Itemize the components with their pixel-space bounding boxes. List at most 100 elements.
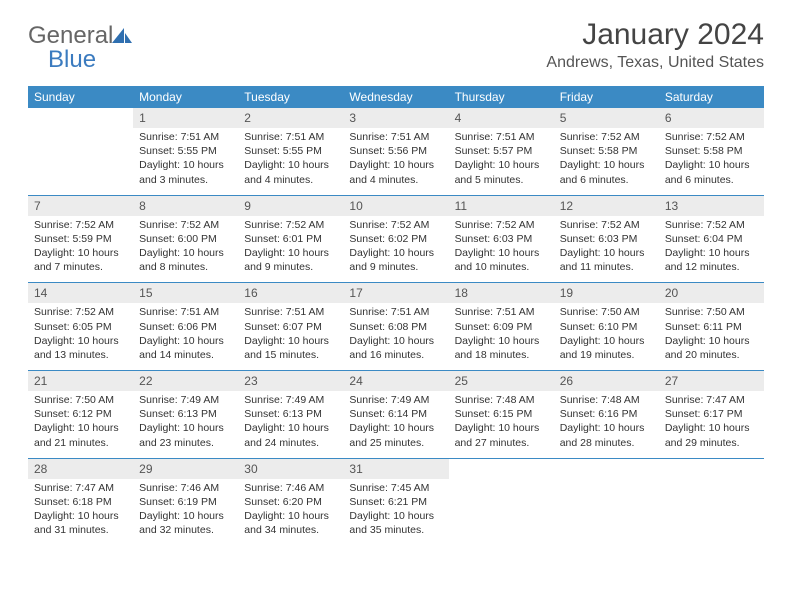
day-line: Sunset: 6:09 PM [455, 320, 548, 334]
day-line: and 35 minutes. [349, 523, 442, 537]
day-number: 8 [133, 196, 238, 216]
day-line: Sunrise: 7:51 AM [455, 130, 548, 144]
day-line: Daylight: 10 hours [560, 334, 653, 348]
day-number: 10 [343, 196, 448, 216]
day-line: Sunrise: 7:52 AM [560, 130, 653, 144]
day-number: 17 [343, 283, 448, 303]
day-details: Sunrise: 7:49 AMSunset: 6:13 PMDaylight:… [238, 391, 343, 458]
day-cell: 25Sunrise: 7:48 AMSunset: 6:15 PMDayligh… [449, 371, 554, 458]
day-line: Sunset: 6:14 PM [349, 407, 442, 421]
day-line: and 6 minutes. [665, 173, 758, 187]
weekday-header: Saturday [659, 86, 764, 108]
day-number: 19 [554, 283, 659, 303]
day-line: and 20 minutes. [665, 348, 758, 362]
day-cell: 23Sunrise: 7:49 AMSunset: 6:13 PMDayligh… [238, 371, 343, 458]
day-line: and 18 minutes. [455, 348, 548, 362]
day-number: 21 [28, 371, 133, 391]
day-line: Sunset: 6:20 PM [244, 495, 337, 509]
day-line: and 14 minutes. [139, 348, 232, 362]
day-line: Sunrise: 7:51 AM [139, 130, 232, 144]
day-cell: 6Sunrise: 7:52 AMSunset: 5:58 PMDaylight… [659, 108, 764, 195]
day-number: 6 [659, 108, 764, 128]
day-line: Sunset: 6:05 PM [34, 320, 127, 334]
day-line: and 24 minutes. [244, 436, 337, 450]
day-line: Daylight: 10 hours [139, 509, 232, 523]
weekday-header: Friday [554, 86, 659, 108]
day-details: Sunrise: 7:52 AMSunset: 5:58 PMDaylight:… [554, 128, 659, 195]
brand-text-1: General [28, 22, 113, 49]
day-line: Sunset: 6:11 PM [665, 320, 758, 334]
day-details: Sunrise: 7:47 AMSunset: 6:18 PMDaylight:… [28, 479, 133, 546]
day-line: Sunrise: 7:48 AM [560, 393, 653, 407]
day-line: Daylight: 10 hours [244, 334, 337, 348]
day-line: Sunset: 6:21 PM [349, 495, 442, 509]
day-line: Daylight: 10 hours [34, 246, 127, 260]
day-line: and 4 minutes. [244, 173, 337, 187]
day-details: Sunrise: 7:52 AMSunset: 5:58 PMDaylight:… [659, 128, 764, 195]
day-line: Sunset: 6:19 PM [139, 495, 232, 509]
day-line: Sunrise: 7:52 AM [560, 218, 653, 232]
day-line: and 16 minutes. [349, 348, 442, 362]
day-line: Daylight: 10 hours [244, 158, 337, 172]
day-line: Daylight: 10 hours [665, 334, 758, 348]
day-cell [28, 108, 133, 195]
day-line: Sunrise: 7:52 AM [139, 218, 232, 232]
day-details: Sunrise: 7:52 AMSunset: 6:00 PMDaylight:… [133, 216, 238, 283]
day-line: Daylight: 10 hours [455, 246, 548, 260]
day-line: Sunset: 6:15 PM [455, 407, 548, 421]
day-line: Daylight: 10 hours [34, 421, 127, 435]
day-details: Sunrise: 7:52 AMSunset: 6:01 PMDaylight:… [238, 216, 343, 283]
day-line: Daylight: 10 hours [560, 421, 653, 435]
day-cell [449, 459, 554, 546]
day-cell: 8Sunrise: 7:52 AMSunset: 6:00 PMDaylight… [133, 196, 238, 283]
day-cell: 29Sunrise: 7:46 AMSunset: 6:19 PMDayligh… [133, 459, 238, 546]
day-line: Daylight: 10 hours [244, 421, 337, 435]
day-line: Sunrise: 7:46 AM [139, 481, 232, 495]
day-line: Sunset: 6:08 PM [349, 320, 442, 334]
day-number: 16 [238, 283, 343, 303]
day-line: Sunrise: 7:52 AM [349, 218, 442, 232]
day-line: Sunrise: 7:50 AM [665, 305, 758, 319]
day-line: Daylight: 10 hours [455, 334, 548, 348]
day-number: 31 [343, 459, 448, 479]
day-cell: 20Sunrise: 7:50 AMSunset: 6:11 PMDayligh… [659, 283, 764, 370]
day-line: Sunset: 6:01 PM [244, 232, 337, 246]
day-cell: 1Sunrise: 7:51 AMSunset: 5:55 PMDaylight… [133, 108, 238, 195]
day-number: 26 [554, 371, 659, 391]
day-line: Sunrise: 7:52 AM [244, 218, 337, 232]
day-line: Sunset: 6:12 PM [34, 407, 127, 421]
month-title: January 2024 [546, 18, 764, 52]
day-line: Sunset: 6:13 PM [139, 407, 232, 421]
day-line: Sunset: 6:04 PM [665, 232, 758, 246]
day-line: and 11 minutes. [560, 260, 653, 274]
week-row: 7Sunrise: 7:52 AMSunset: 5:59 PMDaylight… [28, 196, 764, 283]
day-number: 29 [133, 459, 238, 479]
day-cell: 10Sunrise: 7:52 AMSunset: 6:02 PMDayligh… [343, 196, 448, 283]
day-details: Sunrise: 7:46 AMSunset: 6:19 PMDaylight:… [133, 479, 238, 546]
day-cell [554, 459, 659, 546]
day-number: 14 [28, 283, 133, 303]
day-line: Daylight: 10 hours [349, 158, 442, 172]
day-cell: 31Sunrise: 7:45 AMSunset: 6:21 PMDayligh… [343, 459, 448, 546]
day-cell: 27Sunrise: 7:47 AMSunset: 6:17 PMDayligh… [659, 371, 764, 458]
day-cell [659, 459, 764, 546]
day-cell: 2Sunrise: 7:51 AMSunset: 5:55 PMDaylight… [238, 108, 343, 195]
day-details: Sunrise: 7:49 AMSunset: 6:14 PMDaylight:… [343, 391, 448, 458]
day-line: Daylight: 10 hours [349, 246, 442, 260]
day-line: Daylight: 10 hours [665, 158, 758, 172]
day-line: and 13 minutes. [34, 348, 127, 362]
day-line: and 19 minutes. [560, 348, 653, 362]
day-line: Daylight: 10 hours [349, 334, 442, 348]
brand-logo: General Blue [28, 22, 133, 74]
day-line: Sunset: 6:03 PM [560, 232, 653, 246]
day-details: Sunrise: 7:49 AMSunset: 6:13 PMDaylight:… [133, 391, 238, 458]
day-line: Daylight: 10 hours [244, 509, 337, 523]
day-line: Sunset: 5:55 PM [139, 144, 232, 158]
day-line: and 12 minutes. [665, 260, 758, 274]
day-line: Sunrise: 7:52 AM [34, 305, 127, 319]
day-line: Daylight: 10 hours [244, 246, 337, 260]
day-number: 30 [238, 459, 343, 479]
day-number: 28 [28, 459, 133, 479]
day-line: and 32 minutes. [139, 523, 232, 537]
day-cell: 15Sunrise: 7:51 AMSunset: 6:06 PMDayligh… [133, 283, 238, 370]
